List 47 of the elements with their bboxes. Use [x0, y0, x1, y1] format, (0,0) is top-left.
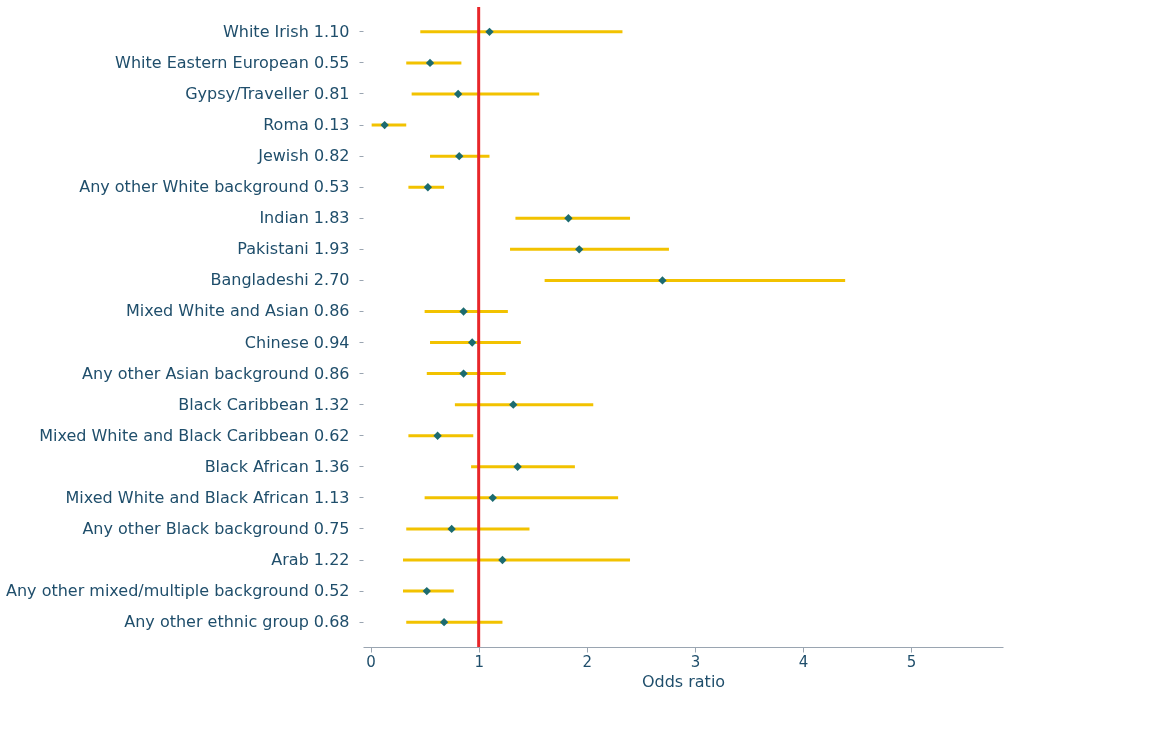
y-tick-label: Arab 1.22	[271, 550, 350, 570]
point	[488, 493, 497, 503]
point	[422, 586, 431, 596]
y-tick-label: Jewish 0.82	[257, 146, 350, 166]
point	[459, 307, 468, 316]
point	[564, 214, 573, 223]
x-tick-label: 2	[582, 652, 593, 671]
point	[509, 400, 518, 409]
point	[575, 245, 584, 254]
point	[455, 151, 464, 161]
point	[425, 58, 435, 68]
point	[513, 462, 522, 471]
x-axis-title: Odds ratio	[641, 671, 726, 691]
y-tick-label: Mixed White and Black African 1.13	[65, 487, 350, 507]
y-tick-label: Any other Black background 0.75	[82, 518, 350, 538]
y-tick-label: White Eastern European 0.55	[115, 52, 350, 72]
x-tick-label: 1	[474, 652, 484, 671]
y-tick-label: Any other mixed/multiple background 0.52	[5, 581, 350, 601]
point	[453, 89, 463, 99]
y-tick-label: Bangladeshi 2.70	[210, 270, 350, 290]
y-tick-label: Mixed White and Black Caribbean 0.62	[39, 425, 350, 445]
y-tick-label: Roma 0.13	[263, 115, 350, 135]
point	[485, 27, 494, 37]
y-tick-label: Gypsy/Traveller 0.81	[185, 83, 350, 103]
y-tick-label: Indian 1.83	[259, 208, 350, 228]
y-tick-label: Any other White background 0.53	[79, 177, 350, 197]
x-tick-label: 5	[906, 652, 917, 671]
y-tick-label: Mixed White and Asian 0.86	[126, 301, 350, 321]
point	[498, 555, 507, 565]
point	[380, 120, 389, 130]
point	[468, 338, 477, 347]
x-tick-label: 3	[690, 652, 701, 671]
y-tick-label: Chinese 0.94	[244, 332, 350, 352]
y-tick-label: Black Caribbean 1.32	[178, 394, 350, 414]
y-tick-label: Any other ethnic group 0.68	[124, 612, 350, 632]
point	[447, 524, 456, 534]
point	[433, 431, 442, 440]
point	[423, 183, 433, 192]
y-tick-label: White Irish 1.10	[222, 21, 350, 41]
y-tick-label: Any other Asian background 0.86	[82, 363, 350, 383]
x-tick-label: 0	[366, 652, 376, 671]
y-tick-label: Pakistani 1.93	[237, 239, 350, 259]
y-tick-label: Black African 1.36	[204, 456, 350, 476]
point	[459, 369, 468, 378]
point	[658, 276, 667, 285]
point	[439, 617, 449, 627]
x-tick-label: 4	[798, 652, 809, 671]
